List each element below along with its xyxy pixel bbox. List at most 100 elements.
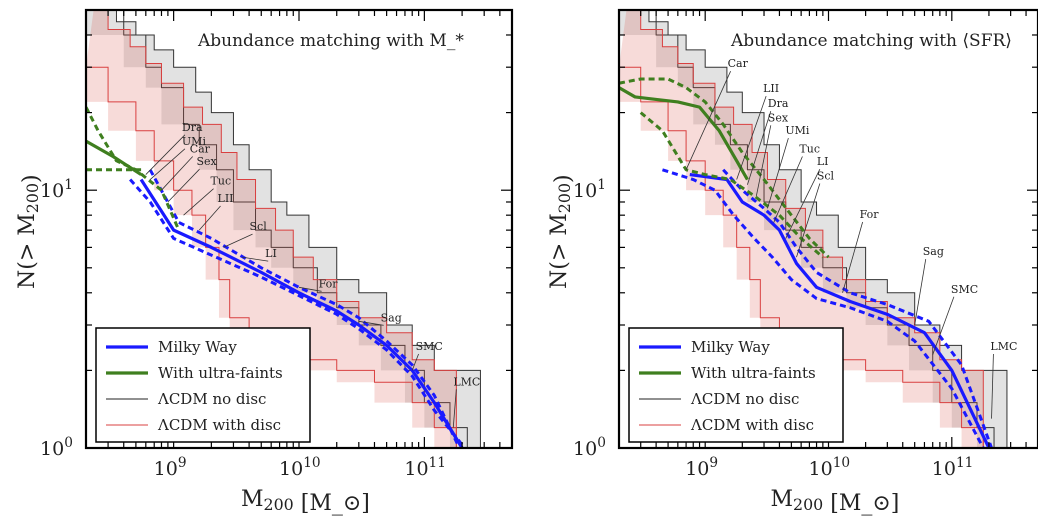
annotation-label-6: LII: [218, 192, 234, 205]
x-tick-label-1: 109: [685, 455, 718, 480]
y-axis-label: N(> M200): [547, 174, 576, 289]
legend: Milky Way With ultra-faints ΛCDM no disc ΛC…: [628, 327, 844, 443]
annotation-label-7: Scl: [250, 220, 268, 233]
band-upper-2: [626, 10, 984, 448]
annotation-label-10: Sag: [381, 311, 402, 324]
annotation-label-4: Sex: [768, 111, 789, 124]
annotation-leader-8: [796, 183, 821, 258]
annotation-label-4: Sex: [197, 155, 218, 168]
legend-label-2: With ultra-faints: [691, 364, 816, 382]
band-fill-1: [619, 10, 1007, 448]
annotation-leader-10: [358, 320, 384, 326]
x-tick-label-2: 1010: [279, 455, 321, 480]
series-line-4: [619, 86, 749, 181]
y-axis-label: N(> M200): [15, 174, 44, 289]
y-tick-label-1: 100: [573, 435, 606, 460]
annotation-label-11: SMC: [951, 283, 978, 296]
annotation-label-6: Tuc: [799, 143, 820, 156]
annotation-label-5: UMi: [785, 124, 810, 137]
chart-title: Abundance matching with ⟨SFR⟩: [730, 31, 1012, 51]
annotation-leader-10: [914, 259, 927, 326]
series-line-2: [661, 168, 985, 448]
y-tick-label-2: 101: [40, 177, 73, 202]
legend-label-2: With ultra-faints: [158, 364, 283, 382]
annotation-leader-9: [842, 221, 864, 293]
legend-label-4: ΛCDM with disc: [690, 416, 814, 434]
x-tick-label-1: 109: [154, 455, 187, 480]
legend-label-1: Milky Way: [691, 338, 770, 356]
annotation-label-5: Tuc: [211, 175, 232, 188]
annotation-label-2: LII: [763, 82, 779, 95]
title-background: [725, 26, 1038, 52]
series-line-3: [148, 169, 461, 448]
x-axis-label: M200 [M_⊙]: [241, 487, 370, 516]
legend: Milky Way With ultra-faints ΛCDM no disc ΛC…: [95, 327, 311, 443]
annotation-label-11: SMC: [416, 340, 443, 353]
annotation-leader-3: [161, 156, 193, 191]
y-tick-label-2: 101: [573, 177, 606, 202]
annotation-label-1: Dra: [182, 121, 203, 134]
band-lower-1: [619, 10, 995, 448]
series-line-1: [689, 172, 991, 448]
annotation-label-9: For: [319, 277, 339, 290]
series-line-6: [639, 111, 824, 259]
x-tick-label-2: 1010: [809, 455, 851, 480]
annotation-leader-8: [241, 256, 269, 262]
annotation-leader-5: [183, 188, 214, 216]
annotation-label-8: LI: [265, 247, 277, 260]
y-tick-label-1: 100: [40, 435, 73, 460]
annotation-label-12: LMC: [990, 340, 1017, 353]
annotation-label-2: UMi: [182, 135, 207, 148]
series-line-5: [86, 106, 181, 231]
annotation-label-3: Dra: [768, 97, 789, 110]
annotation-leader-5: [767, 138, 789, 209]
annotation-label-12: LMC: [453, 375, 480, 388]
annotation-leader-6: [198, 205, 221, 231]
annotation-label-9: For: [860, 208, 880, 221]
legend-label-3: ΛCDM no disc: [157, 390, 266, 408]
series-line-5: [619, 77, 830, 259]
legend-label-3: ΛCDM no disc: [690, 390, 799, 408]
band-fill-2: [86, 10, 457, 448]
band-upper-1: [637, 10, 1008, 448]
annotation-leader-12: [991, 353, 994, 419]
legend-label-4: ΛCDM with disc: [157, 416, 281, 434]
annotation-leader-9: [298, 286, 322, 292]
annotation-leader-11: [932, 296, 955, 355]
annotation-label-10: Sag: [923, 245, 944, 258]
annotation-leader-1: [685, 71, 731, 170]
annotation-leader-12: [452, 389, 457, 428]
annotation-leader-1: [145, 134, 186, 175]
annotation-leader-4: [755, 125, 772, 197]
annotation-leader-3: [747, 111, 772, 185]
annotation-leader-7: [785, 169, 821, 239]
band-lower-2: [86, 66, 457, 448]
x-axis-label: M200 [M_⊙]: [771, 487, 900, 516]
legend-box: [95, 327, 311, 443]
x-tick-label-3: 1011: [932, 455, 974, 480]
annotation-label-7: LI: [817, 155, 829, 168]
chart-title: Abundance matching with M_*: [197, 31, 464, 51]
title-background: [192, 26, 510, 52]
series-line-1: [139, 178, 464, 448]
annotation-label-3: Car: [190, 143, 211, 156]
annotation-leader-2: [736, 96, 767, 180]
band-upper-1: [104, 10, 481, 448]
annotation-leader-7: [223, 233, 253, 248]
annotation-label-1: Car: [728, 57, 749, 70]
annotation-leader-4: [167, 168, 200, 203]
series-line-2: [129, 178, 466, 448]
band-lower-2: [619, 66, 984, 448]
band-upper-2: [93, 10, 457, 448]
x-tick-label-3: 1011: [404, 455, 446, 480]
annotation-leader-2: [149, 148, 186, 180]
annotation-leader-11: [411, 353, 419, 371]
annotation-leader-6: [773, 156, 803, 223]
legend-label-1: Milky Way: [158, 338, 237, 356]
annotation-label-8: Scl: [817, 170, 835, 183]
